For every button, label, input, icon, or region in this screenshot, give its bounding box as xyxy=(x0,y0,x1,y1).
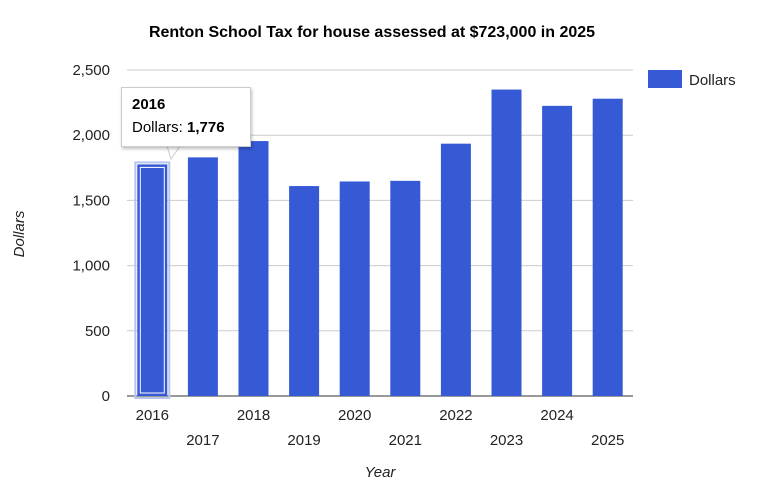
tooltip-value: 1,776 xyxy=(187,119,225,136)
y-axis-ticks: 0 500 1,000 1,500 2,000 2,500 xyxy=(72,62,110,405)
bar-2024[interactable] xyxy=(542,105,573,397)
y-axis-title: Dollars xyxy=(11,210,28,257)
legend[interactable]: Dollars xyxy=(648,70,736,89)
bar-2020[interactable] xyxy=(339,181,370,396)
y-tick-label: 1,500 xyxy=(72,192,110,209)
tooltip: 2016 Dollars: 1,776 xyxy=(121,87,251,147)
x-tick-label: 2025 xyxy=(591,432,624,449)
x-tick-label: 2017 xyxy=(186,432,219,449)
bar-2021[interactable] xyxy=(390,180,421,396)
tooltip-title: 2016 xyxy=(132,96,166,113)
tooltip-label: Dollars: xyxy=(132,119,183,136)
y-tick-label: 2,000 xyxy=(72,127,110,144)
x-tick-label: 2023 xyxy=(490,432,523,449)
bars xyxy=(134,89,623,399)
x-tick-label: 2024 xyxy=(540,407,573,424)
bar-2017[interactable] xyxy=(187,157,218,396)
bar-highlight-inner xyxy=(139,166,165,394)
bar-highlight-outline xyxy=(134,161,171,399)
y-tick-label: 500 xyxy=(85,323,110,340)
bar-2025[interactable] xyxy=(592,98,623,397)
x-axis-ticks: 2016 2017 2018 2019 2020 2021 2022 2023 2024 2025 xyxy=(136,407,625,449)
x-tick-label: 2016 xyxy=(136,407,169,424)
y-tick-label: 2,500 xyxy=(72,62,110,79)
chart-title: Renton School Tax for house assessed at … xyxy=(149,24,595,41)
bar-2022[interactable] xyxy=(440,143,471,396)
x-tick-label: 2021 xyxy=(389,432,422,449)
x-tick-label: 2018 xyxy=(237,407,270,424)
y-tick-label: 1,000 xyxy=(72,258,110,275)
bar-2018[interactable] xyxy=(238,141,269,396)
bar-2019[interactable] xyxy=(289,186,320,396)
tooltip-pointer xyxy=(166,145,181,161)
legend-label: Dollars xyxy=(689,72,736,89)
x-tick-label: 2020 xyxy=(338,407,371,424)
x-tick-label: 2019 xyxy=(287,432,320,449)
x-tick-label: 2022 xyxy=(439,407,472,424)
legend-swatch xyxy=(648,70,682,88)
bar-2016[interactable] xyxy=(137,164,168,396)
x-axis-title: Year xyxy=(365,464,397,481)
bar-2023[interactable] xyxy=(491,89,522,396)
y-tick-label: 0 xyxy=(102,388,110,405)
